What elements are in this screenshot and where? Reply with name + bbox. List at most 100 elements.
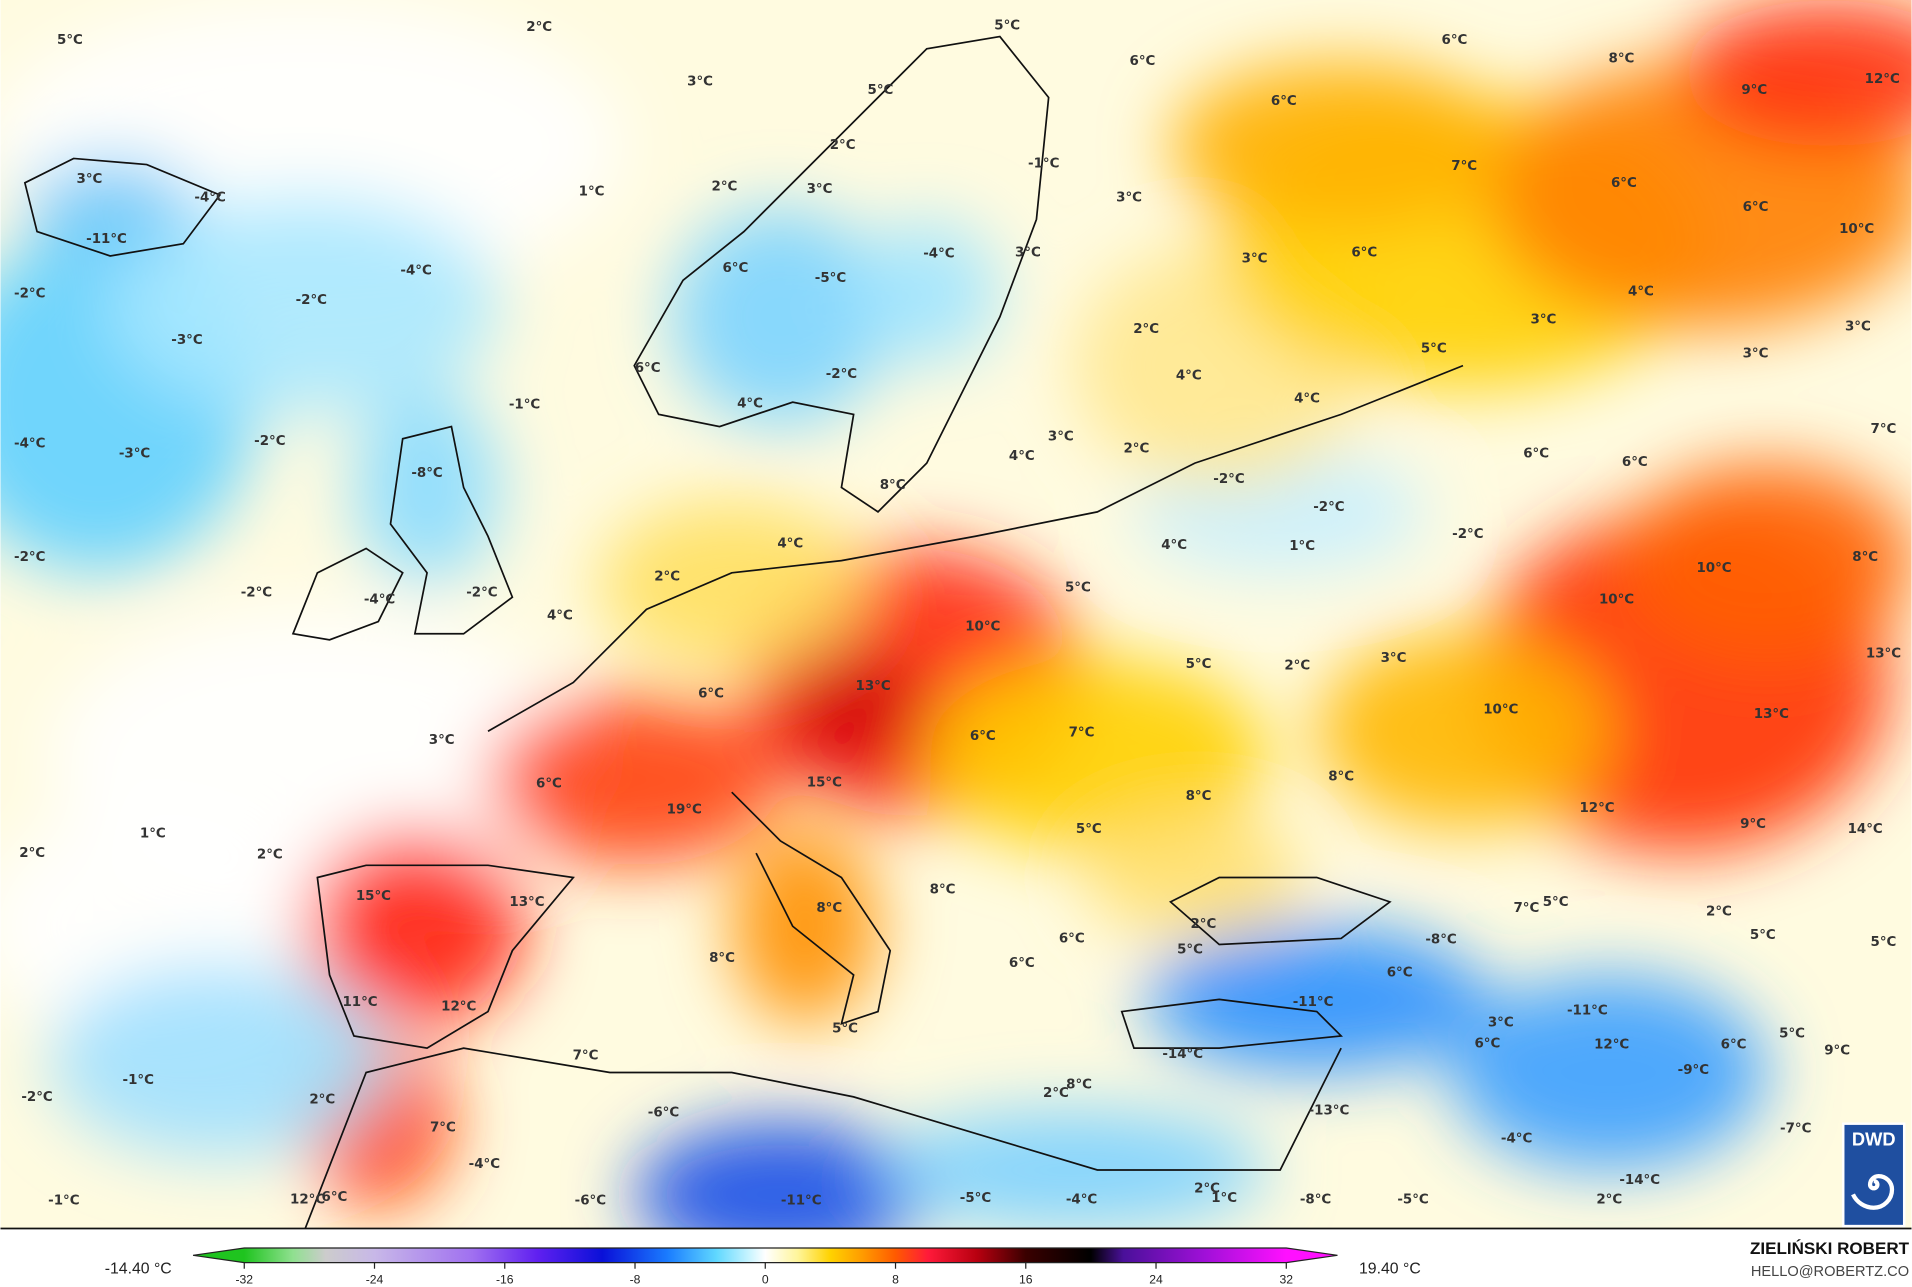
temperature-label: 10°C — [1839, 222, 1874, 237]
temperature-label: 5°C — [868, 83, 894, 98]
temperature-label: -13°C — [1309, 1103, 1350, 1118]
temperature-label: 3°C — [687, 75, 713, 90]
temperature-label: 2°C — [1284, 658, 1310, 673]
colorbar-tick-label: -16 — [496, 1272, 514, 1286]
temperature-label: 3°C — [1015, 245, 1041, 260]
temperature-label: 5°C — [1779, 1027, 1805, 1042]
temperature-label: 3°C — [1116, 190, 1142, 205]
temperature-label: 7°C — [573, 1048, 599, 1063]
temperature-label: 12°C — [1865, 72, 1900, 87]
coastline — [304, 1047, 1342, 1229]
temperature-label: 3°C — [1242, 251, 1268, 266]
coastline — [316, 864, 575, 1050]
temperature-label: 7°C — [1871, 422, 1897, 437]
temperature-label: -8°C — [1425, 933, 1456, 948]
temperature-label: 1°C — [140, 827, 166, 842]
temperature-label: 4°C — [1161, 538, 1187, 553]
temperature-label: 1°C — [1289, 539, 1315, 554]
temperature-label: 6°C — [1009, 956, 1035, 971]
temperature-label: 6°C — [970, 729, 996, 744]
dwd-logo: DWD — [1842, 1122, 1906, 1228]
temperature-label: 13°C — [1754, 707, 1789, 722]
temperature-label: -2°C — [296, 293, 327, 308]
temperature-label: 12°C — [441, 1000, 476, 1015]
colorbar-bar — [192, 1247, 1338, 1264]
temperature-label: 4°C — [547, 608, 573, 623]
temperature-label: 3°C — [1845, 320, 1871, 335]
coastline — [1168, 876, 1392, 946]
colorbar-tick-label: 32 — [1280, 1272, 1294, 1286]
temperature-label: -5°C — [960, 1191, 991, 1206]
temperature-label: -2°C — [21, 1090, 52, 1105]
temperature-label: 7°C — [1069, 725, 1095, 740]
colorbar-tick-label: 0 — [762, 1272, 769, 1286]
temperature-label: 6°C — [635, 361, 661, 376]
coastline — [23, 157, 222, 257]
temperature-label: -14°C — [1619, 1173, 1660, 1188]
temperature-label: -7°C — [1780, 1122, 1811, 1137]
temperature-label: 10°C — [965, 619, 1000, 634]
temperature-label: 2°C — [712, 179, 738, 194]
temperature-label: -4°C — [14, 437, 45, 452]
temperature-label: 2°C — [654, 569, 680, 584]
temperature-label: -1°C — [509, 398, 540, 413]
temperature-label: -11°C — [1293, 995, 1334, 1010]
temperature-label: 6°C — [1271, 94, 1297, 109]
temperature-label: 4°C — [1176, 368, 1202, 383]
temperature-label: -5°C — [1397, 1192, 1428, 1207]
temperature-label: -2°C — [254, 434, 285, 449]
temperature-label: 8°C — [1852, 550, 1878, 565]
temperature-label: 5°C — [1871, 935, 1897, 950]
temperature-label: 12°C — [1579, 801, 1614, 816]
temperature-label: 3°C — [1743, 346, 1769, 361]
temperature-label: 1°C — [1211, 1191, 1237, 1206]
temperature-label: -4°C — [469, 1157, 500, 1172]
temperature-label: 5°C — [1186, 657, 1212, 672]
colorbar-tick-label: -8 — [630, 1272, 641, 1286]
colorbar: -32 -24 -16 -8 0 8 16 24 32 -14.40 °C 19.40 °C — [105, 1247, 1421, 1286]
temperature-label: 6°C — [1351, 245, 1377, 260]
temperature-label: 5°C — [57, 33, 83, 48]
temperature-label: 6°C — [322, 1190, 348, 1205]
temperature-label: 10°C — [1483, 702, 1518, 717]
temperature-label: 13°C — [1866, 646, 1901, 661]
temperature-label: 6°C — [1743, 200, 1769, 215]
coastline — [389, 425, 514, 635]
temperature-label: -11°C — [1567, 1003, 1608, 1018]
temperature-label: -6°C — [648, 1106, 679, 1121]
coastlines — [23, 35, 1464, 1229]
temperature-label: 6°C — [536, 777, 562, 792]
temperature-label: 8°C — [930, 883, 956, 898]
temperature-label: 3°C — [807, 182, 833, 197]
temperature-label: 12°C — [290, 1192, 325, 1207]
temperature-label: 6°C — [1474, 1036, 1500, 1051]
temperature-label: 13°C — [856, 679, 891, 694]
temperature-label: 2°C — [830, 138, 856, 153]
colorbar-tick-label: 16 — [1019, 1272, 1033, 1286]
temperature-label: 4°C — [1294, 392, 1320, 407]
temperature-label: 3°C — [1381, 651, 1407, 666]
temperature-label: 2°C — [1043, 1086, 1069, 1101]
temperature-label: 10°C — [1696, 561, 1731, 576]
temperature-label: 15°C — [807, 775, 842, 790]
author-credit: ZIELIŃSKI ROBERT — [1750, 1239, 1910, 1258]
temperature-label: 2°C — [1190, 917, 1216, 932]
temperature-label: 6°C — [1387, 966, 1413, 981]
temperature-label: 4°C — [1628, 284, 1654, 299]
temperature-label: 2°C — [1133, 322, 1159, 337]
temperature-label: 8°C — [709, 951, 735, 966]
colorbar-tick-label: -24 — [366, 1272, 384, 1286]
temperature-label: 13°C — [509, 895, 544, 910]
temperature-label: 4°C — [737, 396, 763, 411]
temperature-label: 6°C — [1059, 931, 1085, 946]
temperature-label: 6°C — [1622, 455, 1648, 470]
temperature-label: 2°C — [1194, 1181, 1220, 1196]
temperature-label: -5°C — [815, 271, 846, 286]
temperature-label: 2°C — [257, 847, 283, 862]
coastline — [633, 35, 1050, 513]
temperature-label: -2°C — [1213, 472, 1244, 487]
temperature-label: 11°C — [342, 995, 377, 1010]
author-email: HELLO@ROBERTZ.CO — [1751, 1264, 1909, 1280]
temperature-label: -8°C — [1300, 1192, 1331, 1207]
